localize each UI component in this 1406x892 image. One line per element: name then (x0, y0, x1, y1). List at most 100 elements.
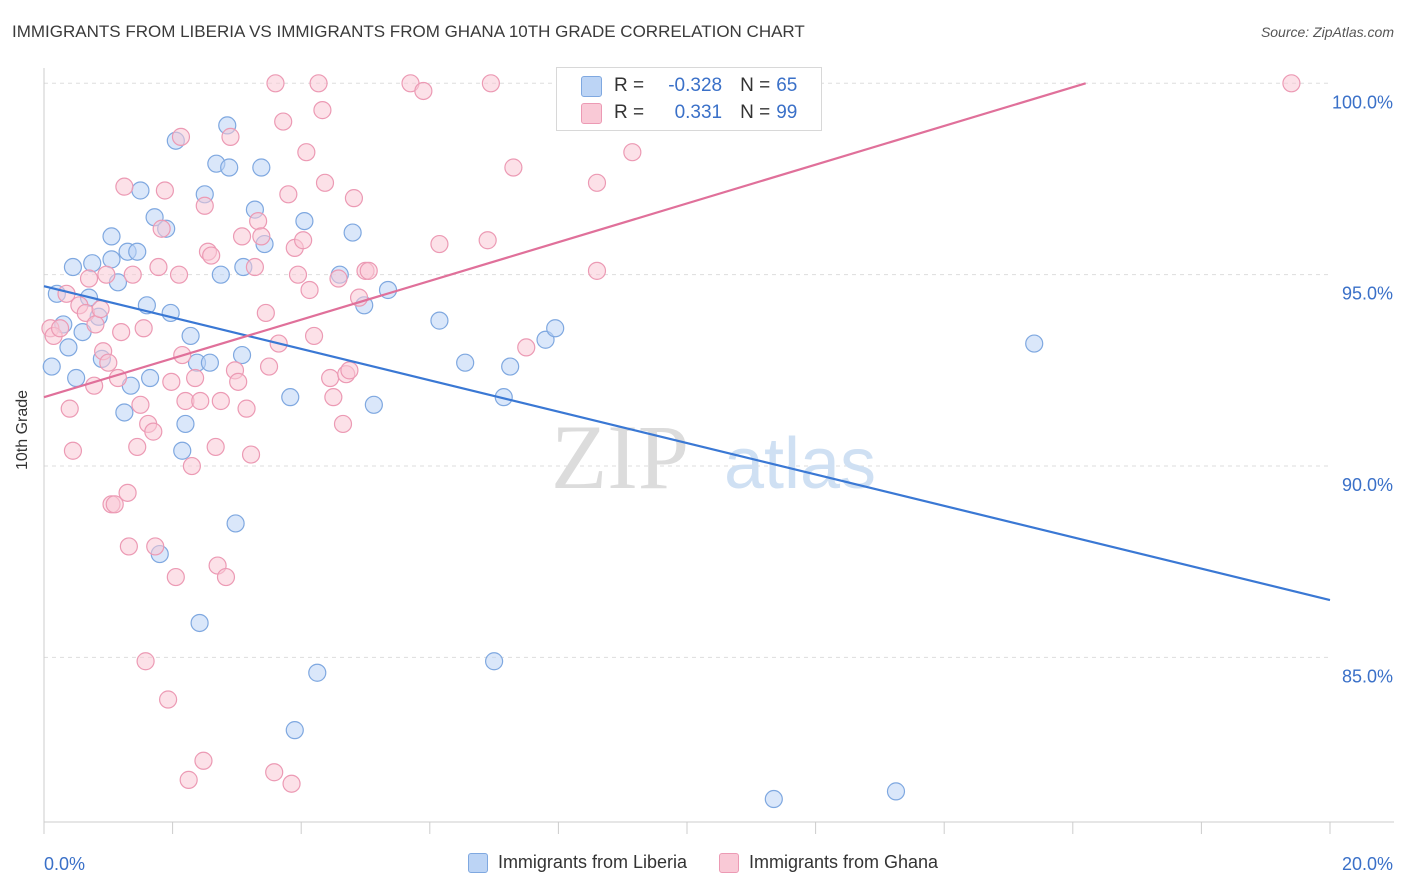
point[interactable] (313, 101, 332, 120)
point[interactable] (259, 357, 279, 376)
point[interactable] (232, 345, 252, 365)
point[interactable] (324, 388, 343, 407)
legend-item-liberia[interactable]: Immigrants from Liberia (467, 852, 687, 873)
point[interactable] (102, 250, 121, 269)
point[interactable] (517, 338, 536, 357)
point[interactable] (211, 391, 230, 411)
point[interactable] (297, 143, 316, 162)
point[interactable] (149, 257, 168, 277)
point[interactable] (256, 303, 275, 323)
point[interactable] (1282, 74, 1301, 93)
point[interactable] (60, 399, 79, 418)
point[interactable] (182, 456, 201, 476)
point[interactable] (333, 414, 353, 434)
point[interactable] (886, 782, 906, 801)
point[interactable] (216, 567, 236, 587)
point[interactable] (42, 357, 61, 376)
point[interactable] (279, 185, 298, 204)
point[interactable] (191, 391, 210, 411)
point[interactable] (115, 403, 134, 422)
point[interactable] (232, 227, 252, 246)
point[interactable] (266, 74, 285, 93)
point[interactable] (359, 261, 378, 280)
point[interactable] (179, 770, 198, 789)
point[interactable] (344, 189, 364, 208)
point[interactable] (140, 368, 160, 388)
point[interactable] (128, 242, 147, 261)
point[interactable] (128, 437, 147, 457)
point[interactable] (414, 81, 433, 101)
point[interactable] (119, 537, 138, 556)
point[interactable] (195, 196, 214, 215)
point[interactable] (176, 414, 195, 434)
point[interactable] (91, 300, 110, 319)
point[interactable] (63, 257, 83, 277)
point[interactable] (171, 127, 191, 146)
point[interactable] (86, 315, 105, 334)
point[interactable] (252, 158, 271, 177)
point[interactable] (300, 280, 319, 300)
point[interactable] (152, 219, 171, 238)
point[interactable] (481, 74, 500, 93)
point[interactable] (764, 789, 783, 809)
point[interactable] (430, 311, 449, 330)
point[interactable] (123, 265, 142, 284)
point[interactable] (221, 127, 240, 146)
point[interactable] (229, 372, 248, 391)
point[interactable] (309, 74, 328, 93)
point[interactable] (131, 395, 150, 414)
point[interactable] (623, 143, 642, 162)
point[interactable] (112, 322, 131, 342)
point[interactable] (285, 721, 304, 740)
point[interactable] (587, 173, 607, 192)
point[interactable] (308, 663, 327, 682)
point[interactable] (220, 158, 239, 177)
point[interactable] (146, 537, 165, 556)
point[interactable] (83, 254, 102, 273)
point[interactable] (587, 261, 607, 280)
point[interactable] (105, 495, 124, 514)
point[interactable] (456, 353, 475, 372)
point[interactable] (194, 751, 213, 770)
point[interactable] (99, 353, 118, 372)
point[interactable] (202, 246, 221, 265)
point[interactable] (162, 372, 181, 391)
point[interactable] (265, 763, 284, 782)
point[interactable] (144, 422, 163, 441)
point[interactable] (190, 613, 209, 633)
point[interactable] (329, 269, 348, 288)
point[interactable] (211, 265, 230, 284)
point[interactable] (241, 445, 261, 464)
point[interactable] (237, 399, 256, 418)
point[interactable] (200, 353, 219, 372)
point[interactable] (321, 368, 340, 388)
point[interactable] (166, 567, 185, 587)
point[interactable] (79, 269, 99, 288)
point[interactable] (118, 483, 137, 502)
point[interactable] (249, 211, 268, 231)
point[interactable] (181, 326, 200, 346)
legend-item-ghana[interactable]: Immigrants from Ghana (719, 852, 938, 873)
point[interactable] (1025, 334, 1044, 353)
point[interactable] (186, 368, 205, 388)
point[interactable] (315, 173, 335, 192)
point[interactable] (67, 368, 86, 388)
point[interactable] (59, 338, 78, 357)
point[interactable] (274, 112, 293, 131)
point[interactable] (169, 265, 189, 284)
point[interactable] (501, 357, 520, 376)
point[interactable] (102, 227, 121, 246)
point[interactable] (131, 181, 150, 200)
point[interactable] (158, 690, 178, 709)
point[interactable] (134, 319, 153, 338)
point[interactable] (485, 652, 504, 671)
point[interactable] (294, 231, 313, 250)
point[interactable] (173, 441, 192, 460)
point[interactable] (340, 361, 359, 380)
point[interactable] (343, 223, 362, 242)
point[interactable] (245, 257, 265, 277)
point[interactable] (478, 231, 497, 250)
point[interactable] (295, 211, 314, 231)
point[interactable] (288, 265, 308, 284)
point[interactable] (304, 326, 324, 346)
